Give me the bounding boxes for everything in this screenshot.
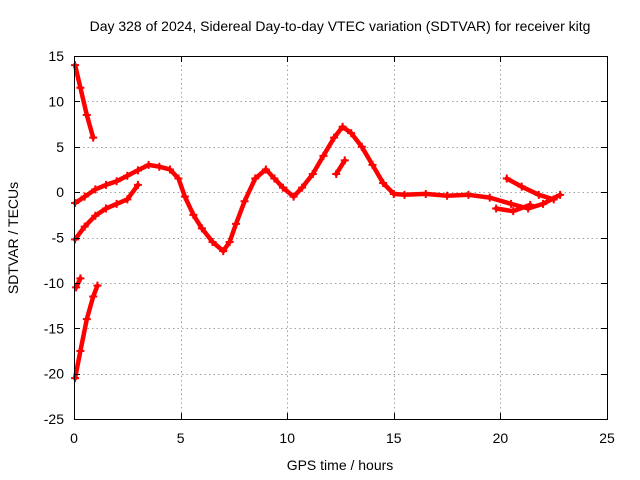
x-tick-label: 25 — [599, 430, 615, 446]
data-point — [330, 133, 339, 142]
tick-layer: 0 5 10 15 20 25 15 10 5 0 -5 -10 -15 -20 -25 — [44, 48, 615, 446]
series-layer — [71, 61, 565, 383]
data-point — [133, 166, 142, 175]
data-point — [338, 122, 347, 131]
chart-title: Day 328 of 2024, Sidereal Day-to-day VTE… — [90, 18, 591, 34]
data-point — [539, 199, 548, 208]
data-point — [357, 142, 366, 151]
series-bump-trace — [333, 158, 348, 177]
data-point — [82, 110, 91, 119]
data-point — [278, 183, 287, 192]
data-point — [492, 204, 501, 213]
y-tick-label: 5 — [56, 139, 64, 155]
data-point — [144, 160, 153, 169]
data-point — [89, 133, 98, 142]
data-point — [91, 211, 100, 220]
data-point — [123, 195, 132, 204]
y-tick-label: 15 — [48, 48, 64, 64]
data-point — [71, 374, 80, 383]
y-tick-label: -15 — [44, 320, 64, 336]
data-point — [400, 190, 409, 199]
x-tick-label: 20 — [493, 430, 509, 446]
data-point — [93, 281, 102, 290]
data-point — [165, 165, 174, 174]
data-point — [71, 61, 80, 70]
data-point — [208, 238, 217, 247]
data-point — [80, 222, 89, 231]
y-tick-label: -25 — [44, 411, 64, 427]
data-point — [89, 292, 98, 301]
data-point — [251, 174, 260, 183]
y-tick-label: 0 — [56, 184, 64, 200]
data-point — [219, 247, 228, 256]
data-point — [517, 182, 526, 191]
data-point — [556, 190, 565, 199]
data-point — [270, 174, 279, 183]
x-tick-label: 0 — [70, 430, 78, 446]
data-point — [123, 171, 132, 180]
data-point — [534, 190, 543, 199]
x-tick-label: 15 — [386, 430, 402, 446]
data-point — [485, 193, 494, 202]
data-point — [76, 274, 85, 283]
data-point — [71, 235, 80, 244]
data-point — [72, 283, 81, 292]
data-point — [76, 83, 85, 92]
data-point — [101, 204, 110, 213]
data-point — [76, 346, 85, 355]
data-point — [443, 191, 452, 200]
data-point — [80, 192, 89, 201]
data-point — [421, 189, 430, 198]
data-point — [289, 192, 298, 201]
data-point — [240, 197, 249, 206]
data-point — [232, 219, 241, 228]
grid-layer — [74, 56, 607, 419]
data-point — [174, 174, 183, 183]
data-point — [112, 177, 121, 186]
data-point — [308, 169, 317, 178]
data-point — [368, 160, 377, 169]
series-late-trace — [504, 176, 556, 202]
data-point — [389, 189, 398, 198]
data-point — [155, 162, 164, 171]
y-tick-label: -5 — [52, 230, 65, 246]
y-tick-label: 10 — [48, 93, 64, 109]
x-axis-label: GPS time / hours — [287, 457, 394, 473]
data-point — [180, 192, 189, 201]
data-point — [507, 199, 516, 208]
y-axis-label: SDTVAR / TECUs — [5, 182, 21, 294]
data-point — [332, 169, 341, 178]
data-point — [197, 224, 206, 233]
data-point — [133, 180, 142, 189]
data-point — [526, 200, 535, 209]
series-main-trace — [72, 124, 563, 254]
data-point — [225, 238, 234, 247]
data-point — [502, 174, 511, 183]
y-tick-label: -20 — [44, 366, 64, 382]
data-point — [71, 199, 80, 208]
data-point — [261, 165, 270, 174]
data-point — [82, 315, 91, 324]
series-upper-trace — [72, 62, 96, 140]
x-tick-label: 10 — [279, 430, 295, 446]
data-point — [189, 210, 198, 219]
data-point — [112, 199, 121, 208]
y-tick-label: -10 — [44, 275, 64, 291]
data-point — [464, 190, 473, 199]
data-point — [549, 195, 558, 204]
data-point — [101, 180, 110, 189]
data-point — [298, 183, 307, 192]
data-point — [509, 207, 518, 216]
data-point — [340, 156, 349, 165]
x-tick-label: 5 — [177, 430, 185, 446]
data-point — [91, 185, 100, 194]
data-point — [347, 129, 356, 138]
data-point — [319, 151, 328, 160]
data-point — [379, 179, 388, 188]
